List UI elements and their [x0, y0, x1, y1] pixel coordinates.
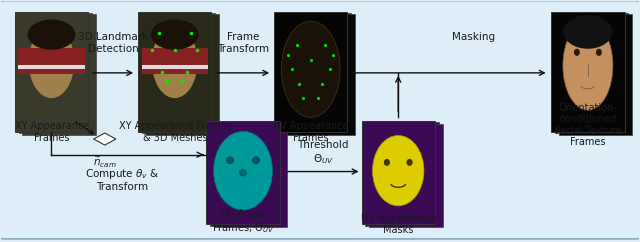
Ellipse shape [252, 156, 260, 164]
Bar [138, 12, 211, 132]
Text: Compute $\theta_v$ &
Transform: Compute $\theta_v$ & Transform [84, 167, 159, 192]
Text: Orientation-
conditioned
Facial Texture
Frames: Orientation- conditioned Facial Texture … [555, 103, 621, 147]
Ellipse shape [28, 19, 76, 50]
Text: XY Appearance Frames
& 3D Meshes: XY Appearance Frames & 3D Meshes [118, 121, 232, 143]
Bar [19, 65, 84, 69]
Bar [19, 48, 84, 74]
Text: 3D Landmark
Detection: 3D Landmark Detection [78, 32, 148, 53]
Text: Masking: Masking [452, 32, 495, 42]
Ellipse shape [596, 49, 602, 56]
Bar [142, 13, 215, 133]
Bar [19, 13, 92, 133]
Ellipse shape [574, 49, 580, 56]
Ellipse shape [372, 136, 424, 206]
Ellipse shape [406, 159, 413, 166]
Bar [22, 15, 96, 135]
Bar [141, 65, 208, 69]
Bar [146, 15, 219, 135]
Text: UV Angle
Frames, $\Theta_{UV}$: UV Angle Frames, $\Theta_{UV}$ [212, 210, 275, 235]
Ellipse shape [563, 15, 612, 49]
Ellipse shape [384, 159, 390, 166]
Ellipse shape [152, 26, 198, 98]
Bar [214, 124, 287, 227]
Ellipse shape [29, 26, 74, 98]
Text: UV Appearance
Frames: UV Appearance Frames [273, 121, 349, 143]
Bar [206, 121, 280, 225]
Bar [282, 15, 355, 135]
Bar [365, 122, 439, 226]
Polygon shape [93, 133, 116, 145]
Bar [210, 122, 284, 226]
Bar [141, 48, 208, 74]
Text: UV Appearance
Masks: UV Appearance Masks [361, 214, 436, 235]
Text: Threshold
$\Theta_{UV}$: Threshold $\Theta_{UV}$ [298, 140, 349, 166]
Bar [15, 12, 88, 132]
Text: Frame
Transform: Frame Transform [217, 32, 269, 53]
Bar [551, 12, 625, 132]
Bar [555, 13, 628, 133]
Bar [362, 121, 435, 225]
Bar [369, 124, 443, 227]
Text: $\vec{n}_{cam}$: $\vec{n}_{cam}$ [93, 155, 116, 170]
Ellipse shape [151, 19, 198, 50]
Bar [278, 13, 351, 133]
Ellipse shape [239, 169, 247, 177]
Ellipse shape [214, 131, 273, 210]
Text: XY Appearance
Frames: XY Appearance Frames [15, 121, 89, 143]
Ellipse shape [563, 21, 613, 110]
Ellipse shape [282, 21, 340, 117]
Bar [274, 12, 348, 132]
Bar [559, 15, 632, 135]
Ellipse shape [226, 156, 234, 164]
